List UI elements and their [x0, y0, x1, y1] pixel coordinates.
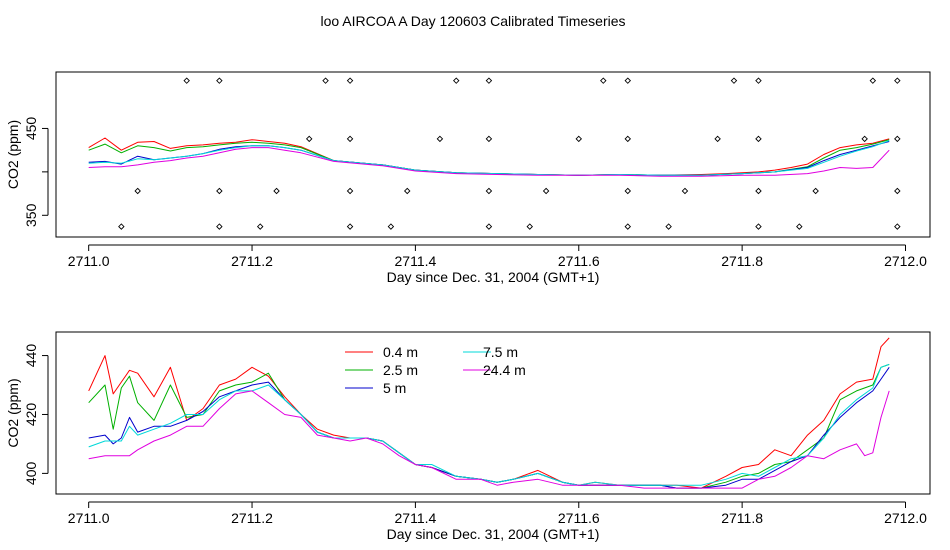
y-tick-label: 350: [23, 203, 39, 227]
calibration-point: [453, 77, 460, 84]
calibration-point: [485, 77, 493, 84]
calibration-point: [183, 77, 190, 84]
x-tick-label: 2711.8: [721, 253, 763, 269]
calibration-point: [256, 223, 264, 230]
calibration-point: [118, 223, 125, 230]
legend-label: 0.4 m: [383, 344, 418, 360]
x-tick-label: 2711.8: [721, 510, 763, 526]
calibration-point: [714, 135, 721, 143]
calibration-point: [894, 135, 901, 143]
series-line-2-5-m: [88, 363, 890, 489]
series-line-5-m: [88, 367, 890, 489]
calibration-point: [665, 223, 672, 230]
calibration-point: [755, 77, 762, 84]
x-tick-label: 2711.0: [68, 510, 110, 526]
series-line-24-4-m: [88, 390, 890, 489]
y-tick-label: 440: [23, 344, 39, 368]
calibration-point: [485, 187, 493, 195]
panel-bottom: 2711.0 2711.2 2711.4 2711.6 2711.8 2712.0 Day …: [5, 331, 931, 542]
calibration-point: [681, 187, 689, 195]
calibration-point: [861, 135, 868, 143]
calibration-point: [575, 135, 583, 143]
x-tick-label: 2711.4: [395, 510, 437, 526]
calibration-point: [624, 223, 632, 230]
calibration-point: [624, 77, 632, 84]
calibration-point: [812, 187, 819, 195]
y-tick-label: 400: [23, 461, 39, 485]
calibration-point: [387, 223, 395, 230]
calibration-point: [346, 187, 354, 195]
calibration-point: [796, 223, 803, 230]
legend-label: 5 m: [383, 380, 406, 396]
series-line-7-5-m: [88, 140, 890, 176]
calibration-point: [730, 77, 738, 84]
plot-frame: [55, 331, 931, 495]
x-tick-label: 2711.2: [231, 253, 273, 269]
series-line-0-4-m: [88, 137, 890, 176]
calibration-point: [755, 135, 762, 143]
y-axis-label: CO2 (ppm): [5, 120, 21, 189]
x-tick-label: 2712.0: [884, 253, 927, 269]
calibration-point: [600, 77, 607, 84]
calibration-point: [216, 223, 223, 230]
calibration-point: [322, 77, 329, 84]
calibration-point: [436, 135, 444, 143]
x-axis-label: Day since Dec. 31, 2004 (GMT+1): [387, 526, 600, 542]
y-tick-label: 420: [23, 403, 39, 427]
calibration-point: [134, 187, 141, 195]
legend-label: 2.5 m: [383, 362, 418, 378]
legend-label: 7.5 m: [483, 344, 518, 360]
calibration-point: [755, 223, 762, 230]
y-tick-label: 450: [23, 117, 39, 141]
calibration-point: [624, 187, 632, 195]
series-line-24-4-m: [88, 147, 890, 177]
calibration-point: [894, 223, 901, 230]
calibration-point: [624, 135, 632, 143]
x-tick-label: 2711.4: [395, 253, 437, 269]
x-axis-label: Day since Dec. 31, 2004 (GMT+1): [387, 269, 600, 285]
figure-title: loo AIRCOA A Day 120603 Calibrated Times…: [320, 13, 625, 29]
legend-label: 24.4 m: [483, 362, 526, 378]
calibration-point: [755, 187, 762, 195]
calibration-point: [485, 135, 493, 143]
calibration-point: [542, 187, 550, 195]
x-tick-label: 2711.6: [558, 253, 600, 269]
calibration-point: [216, 187, 223, 195]
calibration-point: [346, 135, 354, 143]
calibration-point: [305, 135, 313, 143]
y-axis-label: CO2 (ppm): [5, 378, 21, 447]
x-tick-label: 2712.0: [884, 510, 927, 526]
calibration-point: [403, 187, 411, 195]
calibration-point: [485, 223, 493, 230]
calibration-point: [894, 187, 901, 195]
calibration-point: [526, 223, 533, 230]
panel-top: 2711.0 2711.2 2711.4 2711.6 2711.8 2712.0 Day …: [5, 71, 931, 285]
x-tick-label: 2711.2: [231, 510, 273, 526]
calibration-point: [869, 77, 877, 84]
calibration-point: [894, 77, 901, 84]
plot-frame: [55, 71, 931, 238]
calibration-point: [273, 187, 280, 195]
x-tick-label: 2711.0: [68, 253, 110, 269]
series-line-7-5-m: [88, 363, 890, 486]
series-line-0-4-m: [88, 337, 890, 489]
calibration-point: [346, 223, 354, 230]
series-line-2-5-m: [88, 139, 890, 176]
calibration-point: [216, 77, 223, 84]
x-tick-label: 2711.6: [558, 510, 600, 526]
calibration-point: [346, 77, 354, 84]
